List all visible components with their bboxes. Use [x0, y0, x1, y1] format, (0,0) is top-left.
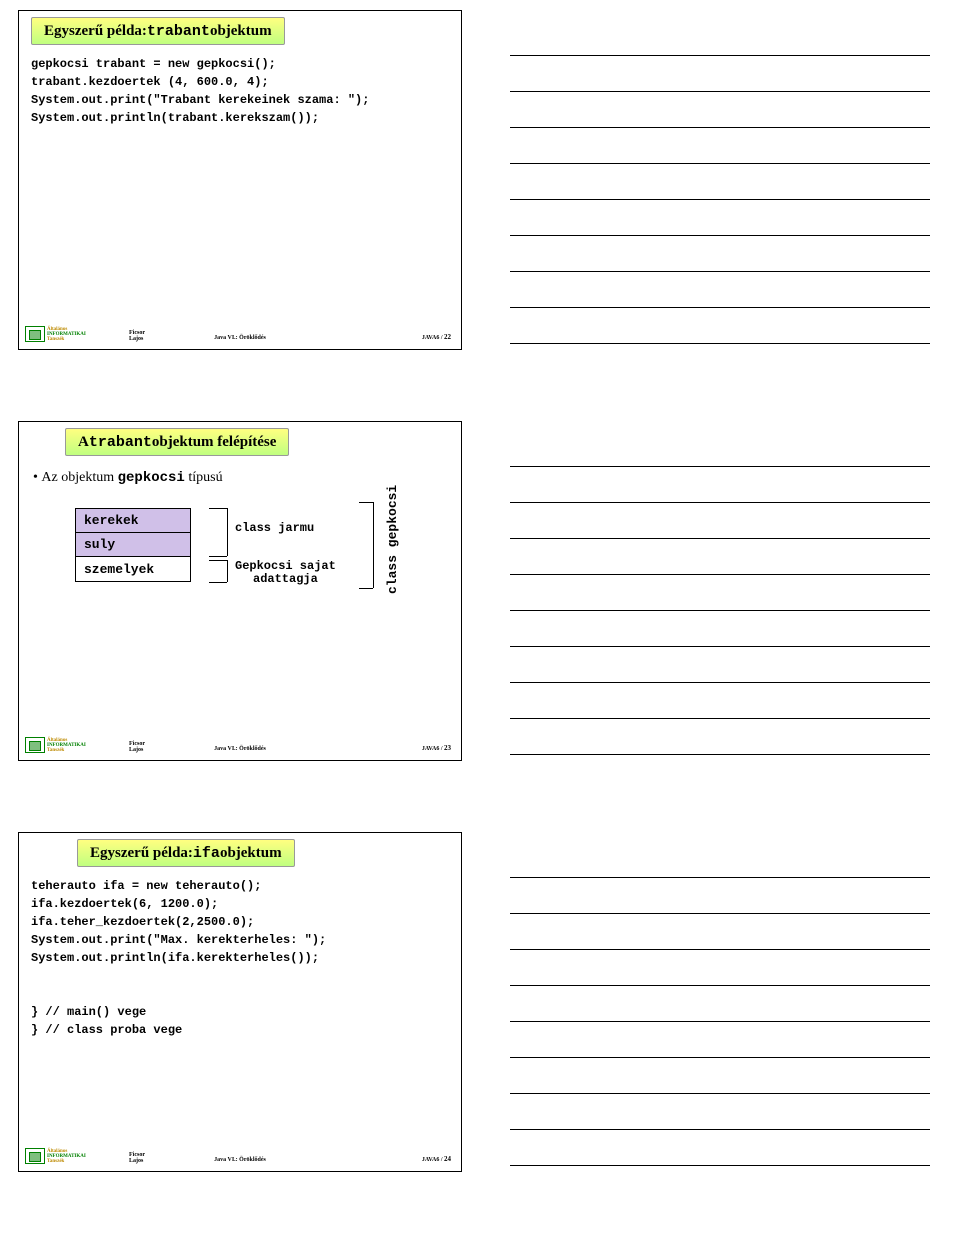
vert-label: class gepkocsi: [385, 485, 400, 594]
note-line: [510, 308, 930, 344]
page-row-24: Egyszerű példa: ifa objektum teherauto i…: [0, 822, 960, 1233]
note-line: [510, 683, 930, 719]
dim-g-l2: adattagja: [253, 572, 318, 586]
note-line: [510, 914, 930, 950]
footer-series: JAVA6 /: [422, 746, 443, 752]
note-line: [510, 719, 930, 755]
note-line: [510, 1094, 930, 1130]
slide-title: A trabant objektum felépítése: [65, 428, 289, 456]
note-line: [510, 878, 930, 914]
note-line: [510, 950, 930, 986]
note-line: [510, 1130, 930, 1166]
object-box: kerekek suly szemelyek: [75, 508, 191, 582]
footer-page: JAVA6 / 22: [422, 333, 451, 341]
bullet-line: • Az objektum gepkocsi típusú: [33, 470, 223, 486]
footer-pagenum: 24: [444, 1155, 451, 1163]
dim-end: [209, 556, 227, 557]
dim-end: [209, 508, 227, 509]
title-text-after: objektum: [210, 23, 272, 40]
dim-end: [359, 502, 373, 503]
note-line: [510, 842, 930, 878]
note-line: [510, 647, 930, 683]
bullet-pre: Az objektum: [41, 470, 117, 485]
footer-pagenum: 23: [444, 744, 451, 752]
note-line: [510, 164, 930, 200]
title-post: objektum felépítése: [152, 434, 277, 451]
footer-pagenum: 22: [444, 333, 451, 341]
slide-cell: Egyszerű példa: trabant objektum gepkocs…: [0, 0, 480, 411]
note-line: [510, 1058, 930, 1094]
footer-center: Java VI.: Öröklődés: [19, 1157, 461, 1163]
dim-end: [209, 560, 227, 561]
title-text-plain: Egyszerű példa:: [44, 23, 147, 40]
footer-page: JAVA6 / 24: [422, 1155, 451, 1163]
notes-22: [480, 0, 960, 411]
slide-cell: Egyszerű példa: ifa objektum teherauto i…: [0, 822, 480, 1233]
note-line: [510, 467, 930, 503]
note-line: [510, 431, 930, 467]
note-line: [510, 539, 930, 575]
page-row-22: Egyszerű példa: trabant objektum gepkocs…: [0, 0, 960, 411]
slide-22: Egyszerű példa: trabant objektum gepkocs…: [18, 10, 462, 350]
title-text-after: objektum: [220, 845, 282, 862]
note-line: [510, 236, 930, 272]
title-code: trabant: [89, 434, 152, 451]
footer-series: JAVA6 /: [422, 335, 443, 341]
footer-center: Java VI.: Öröklődés: [19, 335, 461, 341]
note-line: [510, 20, 930, 56]
note-line: [510, 503, 930, 539]
title-text-code: trabant: [147, 23, 210, 40]
footer-center: Java VI.: Öröklődés: [19, 746, 461, 752]
note-line: [510, 986, 930, 1022]
footer-series: JAVA6 /: [422, 1157, 443, 1163]
note-line: [510, 200, 930, 236]
code-block: teherauto ifa = new teherauto(); ifa.kez…: [31, 877, 449, 1039]
dim-label-jarmu: class jarmu: [235, 522, 314, 535]
note-line: [510, 128, 930, 164]
note-line: [510, 1022, 930, 1058]
notes-24: [480, 822, 960, 1233]
title-text-code: ifa: [193, 845, 220, 862]
dim-line: [373, 502, 374, 588]
dim-end: [209, 582, 227, 583]
code-block: gepkocsi trabant = new gepkocsi(); traba…: [31, 55, 449, 127]
title-text-plain: Egyszerű példa:: [90, 845, 193, 862]
slide-title: Egyszerű példa: trabant objektum: [31, 17, 285, 45]
dim-line: [227, 508, 228, 556]
dim-end: [359, 588, 373, 589]
note-line: [510, 272, 930, 308]
slide-title: Egyszerű példa: ifa objektum: [77, 839, 295, 867]
dim-g-l1: Gepkocsi sajat: [235, 559, 336, 573]
note-line: [510, 56, 930, 92]
field-suly: suly: [76, 533, 190, 557]
slide-24: Egyszerű példa: ifa objektum teherauto i…: [18, 832, 462, 1172]
note-line: [510, 611, 930, 647]
note-line: [510, 575, 930, 611]
title-pre: A: [78, 434, 89, 451]
notes-23: [480, 411, 960, 822]
dim-line: [227, 560, 228, 582]
bullet-post: típusú: [185, 470, 223, 485]
field-kerekek: kerekek: [76, 509, 190, 533]
slide-cell: A trabant objektum felépítése • Az objek…: [0, 411, 480, 822]
note-line: [510, 92, 930, 128]
dim-label-gepkocsi: Gepkocsi sajat adattagja: [235, 560, 336, 586]
field-szemelyek: szemelyek: [76, 557, 190, 581]
slide-23: A trabant objektum felépítése • Az objek…: [18, 421, 462, 761]
footer-page: JAVA6 / 23: [422, 744, 451, 752]
bullet-code: gepkocsi: [118, 470, 185, 486]
page-row-23: A trabant objektum felépítése • Az objek…: [0, 411, 960, 822]
